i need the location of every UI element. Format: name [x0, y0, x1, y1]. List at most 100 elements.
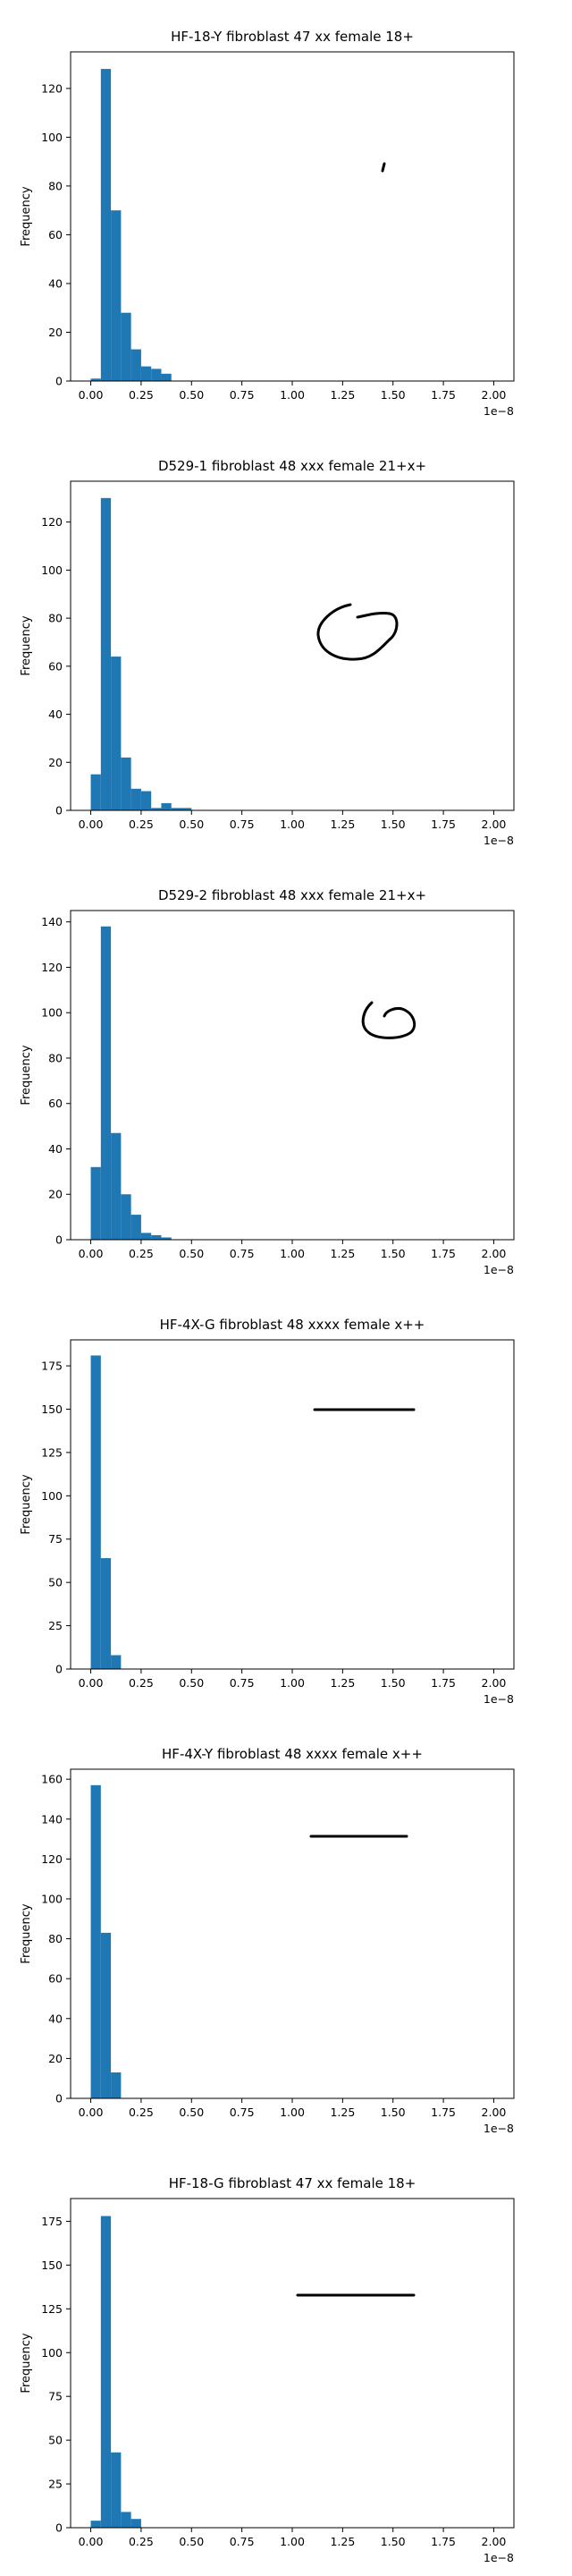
x-tick-label: 0.00 — [79, 2535, 104, 2548]
chart-title: HF-4X-G fibroblast 48 xxxx female x++ — [160, 1317, 425, 1333]
y-tick-label: 0 — [55, 2521, 63, 2535]
x-tick-label: 0.50 — [179, 2535, 204, 2548]
y-tick-label: 100 — [41, 2346, 63, 2360]
x-tick-label: 0.50 — [179, 818, 204, 831]
x-tick-label: 2.00 — [482, 818, 507, 831]
histogram-bar — [111, 2452, 122, 2528]
x-offset-label: 1e−8 — [484, 2122, 514, 2135]
y-tick-label: 60 — [48, 1097, 63, 1110]
histogram-bar — [130, 1215, 141, 1240]
x-offset-label: 1e−8 — [484, 1692, 514, 1706]
x-tick-label: 1.25 — [330, 1247, 355, 1260]
x-tick-label: 0.50 — [179, 1247, 204, 1260]
histogram-bar — [100, 1558, 112, 1669]
x-offset-label: 1e−8 — [484, 1263, 514, 1276]
histogram-bar — [121, 1194, 131, 1240]
y-tick-label: 80 — [48, 1051, 63, 1064]
histogram-bar — [140, 1233, 152, 1240]
y-tick-label: 40 — [48, 1142, 63, 1156]
x-tick-label: 0.50 — [179, 1676, 204, 1690]
histogram-bar — [111, 1655, 122, 1669]
chart-panel: HF-4X-G fibroblast 48 xxxx female x++ 0.0… — [20, 1317, 515, 1706]
y-axis-label: Frequency — [20, 2333, 33, 2393]
chart-title: D529-1 fibroblast 48 xxx female 21+x+ — [158, 458, 426, 474]
chart-panel: HF-4X-Y fibroblast 48 xxxx female x++ 0.0… — [20, 1746, 515, 2135]
histogram-bar — [151, 1234, 162, 1240]
histogram-bar — [90, 378, 101, 381]
y-tick-label: 20 — [48, 756, 63, 769]
x-tick-label: 0.25 — [129, 1676, 154, 1690]
y-tick-label: 125 — [41, 1445, 63, 1459]
histogram-bar — [111, 657, 122, 810]
y-tick-label: 20 — [48, 326, 63, 339]
y-tick-label: 75 — [48, 2390, 63, 2403]
x-tick-label: 0.75 — [230, 818, 255, 831]
y-tick-label: 160 — [41, 1773, 63, 1786]
axes-frame — [70, 480, 515, 811]
histogram-bar — [90, 1784, 101, 2098]
y-tick-label: 175 — [41, 2215, 63, 2228]
histogram-bar — [181, 808, 192, 810]
x-tick-label: 0.75 — [230, 1247, 255, 1260]
histogram-bar — [121, 312, 131, 381]
chart-title: HF-4X-Y fibroblast 48 xxxx female x++ — [162, 1746, 423, 1762]
x-offset-label: 1e−8 — [484, 2551, 514, 2564]
histogram-bar — [151, 369, 162, 381]
y-tick-label: 0 — [55, 804, 63, 818]
x-tick-label: 0.75 — [230, 2106, 255, 2119]
axes-frame — [70, 1339, 515, 1670]
y-axis-label: Frequency — [20, 1474, 33, 1534]
x-tick-label: 1.00 — [280, 388, 305, 402]
x-tick-label: 1.75 — [431, 1676, 456, 1690]
y-axis-label: Frequency — [20, 615, 33, 675]
y-tick-label: 0 — [55, 2092, 63, 2106]
y-tick-label: 50 — [48, 1576, 63, 1589]
x-tick-label: 2.00 — [482, 1676, 507, 1690]
y-tick-label: 0 — [55, 375, 63, 388]
y-tick-label: 150 — [41, 1402, 63, 1416]
x-tick-label: 0.25 — [129, 2106, 154, 2119]
chart-title: HF-18-Y fibroblast 47 xx female 18+ — [171, 29, 414, 45]
histogram-bar — [161, 802, 172, 810]
y-axis-label: Frequency — [20, 1045, 33, 1105]
y-tick-label: 125 — [41, 2302, 63, 2316]
histogram-bar — [130, 2519, 141, 2528]
x-tick-label: 1.75 — [431, 388, 456, 402]
x-offset-label: 1e−8 — [484, 404, 514, 418]
histogram-bar — [121, 2512, 131, 2528]
histogram-bar — [90, 774, 101, 810]
histogram-bar — [100, 926, 112, 1240]
y-tick-label: 140 — [41, 1812, 63, 1826]
x-tick-label: 1.25 — [330, 2535, 355, 2548]
x-tick-label: 0.00 — [79, 388, 104, 402]
x-tick-label: 0.25 — [129, 2535, 154, 2548]
x-tick-label: 1.50 — [381, 818, 406, 831]
x-tick-label: 1.25 — [330, 388, 355, 402]
x-tick-label: 1.50 — [381, 2535, 406, 2548]
x-tick-label: 0.00 — [79, 1247, 104, 1260]
x-tick-label: 0.50 — [179, 388, 204, 402]
y-tick-label: 60 — [48, 228, 63, 242]
ink-mark — [381, 162, 386, 173]
histogram-bar — [161, 373, 172, 381]
y-tick-label: 60 — [48, 1972, 63, 1986]
y-tick-label: 25 — [48, 1619, 63, 1632]
y-tick-label: 100 — [41, 1006, 63, 1020]
x-tick-label: 1.50 — [381, 1676, 406, 1690]
y-tick-label: 0 — [55, 1233, 63, 1247]
chart-panel: HF-18-Y fibroblast 47 xx female 18+ 0.00 0… — [20, 29, 515, 418]
y-tick-label: 100 — [41, 564, 63, 577]
y-tick-label: 20 — [48, 2052, 63, 2065]
chart-panel: D529-1 fibroblast 48 xxx female 21+x+ 0.0… — [20, 458, 515, 847]
x-tick-label: 0.50 — [179, 2106, 204, 2119]
y-tick-label: 150 — [41, 2258, 63, 2272]
axes-frame — [70, 2198, 515, 2529]
x-tick-label: 0.75 — [230, 1676, 255, 1690]
y-axis-label: Frequency — [20, 186, 33, 246]
histogram-bar — [140, 366, 152, 381]
y-tick-label: 120 — [41, 961, 63, 974]
x-tick-label: 0.75 — [230, 2535, 255, 2548]
x-tick-label: 1.00 — [280, 818, 305, 831]
histogram-bar — [161, 1237, 172, 1240]
histogram-bar — [130, 349, 141, 381]
